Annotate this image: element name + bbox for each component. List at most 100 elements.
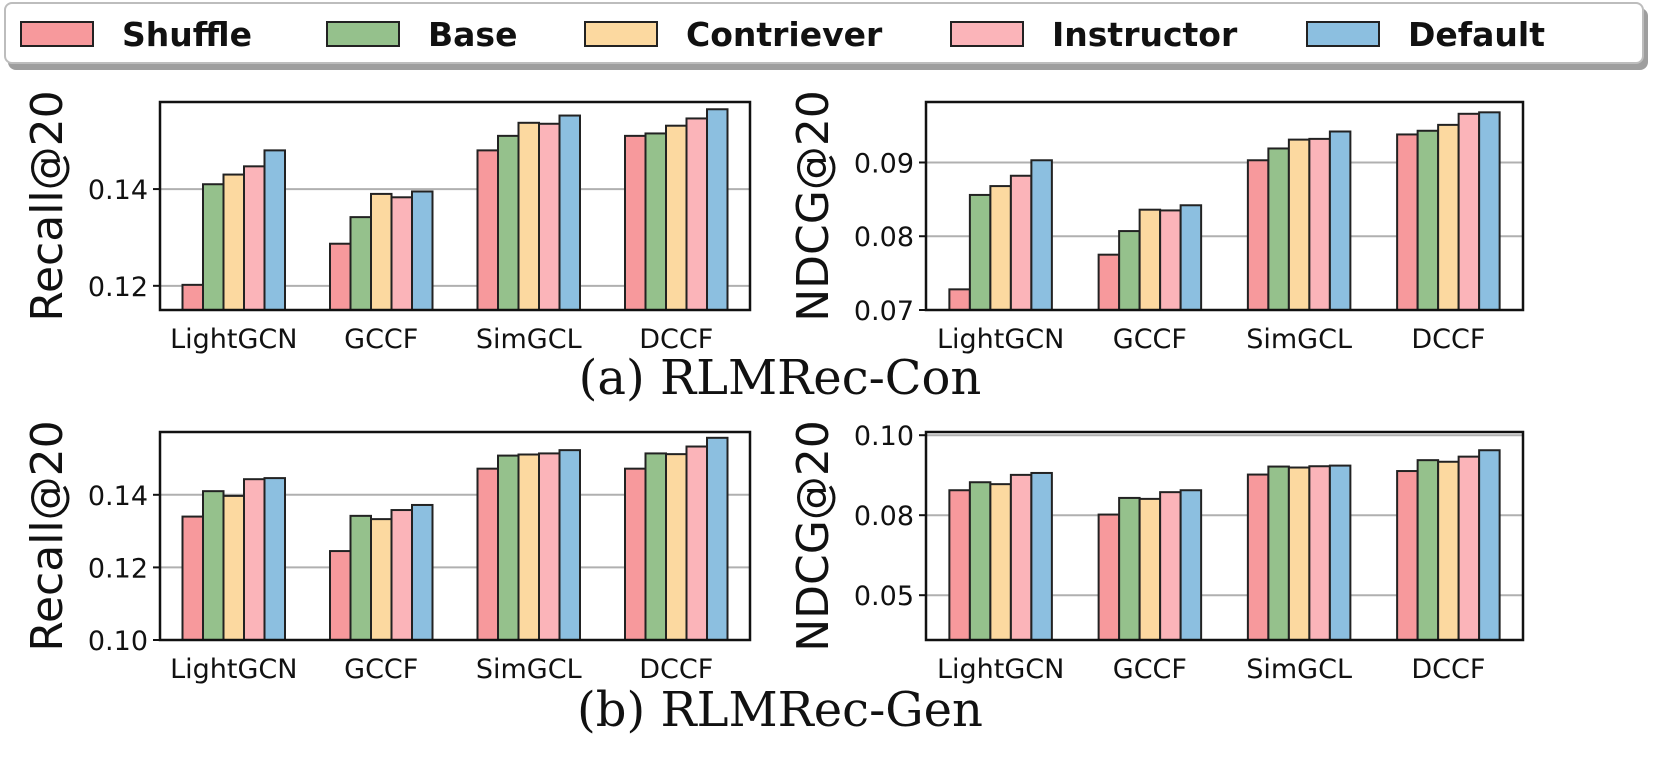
legend-swatch	[1306, 21, 1380, 47]
legend-item-instructor: Instructor	[950, 15, 1237, 54]
legend-item-base: Base	[326, 15, 517, 54]
bar-default-simgcl	[558, 449, 581, 641]
legend-item-default: Default	[1306, 15, 1545, 54]
bar-instructor-gccf	[1159, 209, 1182, 312]
y-tick-label: 0.08	[854, 222, 914, 253]
bar-instructor-dccf	[1457, 112, 1481, 311]
bar-instructor-lightgcn	[243, 478, 266, 641]
bar-contriever-simgcl	[1287, 466, 1311, 641]
bar-base-dccf	[1416, 459, 1440, 641]
legend-label: Base	[428, 14, 518, 54]
bar-default-gccf	[411, 190, 434, 311]
bar-base-lightgcn	[202, 490, 225, 641]
bar-shuffle-gccf	[1097, 253, 1121, 311]
bar-instructor-dccf	[685, 445, 708, 642]
plot-frame	[158, 430, 752, 642]
bar-base-gccf	[349, 216, 372, 311]
bar-base-simgcl	[1267, 147, 1290, 312]
y-tick-label: 0.07	[854, 296, 914, 327]
x-tick-label: SimGCL	[476, 324, 582, 355]
bar-contriever-gccf	[1138, 208, 1162, 311]
bar-contriever-gccf	[370, 192, 393, 311]
y-axis-label: NDCG@20	[790, 420, 839, 652]
bar-shuffle-simgcl	[476, 467, 499, 641]
bar-instructor-simgcl	[1308, 465, 1331, 641]
bar-default-dccf	[706, 108, 729, 311]
bar-default-dccf	[706, 436, 729, 641]
x-tick-label: GCCF	[344, 654, 418, 685]
legend-item-contriever: Contriever	[584, 15, 882, 54]
bar-base-dccf	[644, 132, 667, 311]
bar-contriever-lightgcn	[222, 173, 245, 311]
bar-contriever-dccf	[1437, 123, 1460, 311]
x-tick-label: GCCF	[1113, 654, 1187, 685]
plot-frame	[924, 100, 1525, 312]
x-tick-label: LightGCN	[170, 324, 297, 355]
bar-base-simgcl	[497, 454, 520, 642]
x-tick-label: SimGCL	[476, 654, 582, 685]
x-tick-label: DCCF	[1411, 324, 1485, 355]
y-tick-label: 0.10	[854, 421, 914, 452]
bar-shuffle-dccf	[624, 467, 647, 641]
legend-swatch	[584, 21, 658, 47]
legend-item-shuffle: Shuffle	[20, 15, 252, 54]
bar-instructor-dccf	[685, 117, 708, 311]
x-tick-label: GCCF	[1113, 324, 1187, 355]
bar-instructor-simgcl	[1308, 137, 1331, 311]
legend-swatch	[326, 21, 400, 47]
bar-default-simgcl	[1328, 130, 1352, 312]
y-tick-label: 0.05	[854, 581, 914, 612]
bar-shuffle-dccf	[1396, 133, 1419, 311]
x-tick-label: DCCF	[639, 654, 713, 685]
plot-frame	[158, 100, 752, 312]
legend-swatch	[20, 21, 94, 47]
y-tick-label: 0.09	[854, 148, 914, 179]
x-tick-label: SimGCL	[1246, 324, 1352, 355]
bar-shuffle-lightgcn	[181, 283, 204, 311]
bar-instructor-lightgcn	[1009, 473, 1033, 641]
bar-contriever-simgcl	[517, 453, 540, 642]
bar-default-gccf	[411, 503, 434, 641]
bar-base-gccf	[1118, 230, 1141, 312]
x-tick-label: SimGCL	[1246, 654, 1352, 685]
bar-shuffle-lightgcn	[948, 288, 971, 312]
x-tick-label: LightGCN	[170, 654, 297, 685]
x-tick-label: DCCF	[1411, 654, 1485, 685]
plot-frame	[924, 430, 1525, 642]
bar-base-lightgcn	[968, 481, 992, 641]
bar-instructor-lightgcn	[1009, 174, 1033, 311]
x-tick-label: DCCF	[639, 324, 713, 355]
bar-instructor-lightgcn	[243, 165, 266, 311]
bar-contriever-lightgcn	[222, 494, 245, 641]
bar-default-lightgcn	[263, 477, 286, 641]
bar-instructor-simgcl	[538, 452, 561, 642]
bar-instructor-gccf	[390, 196, 413, 311]
bar-instructor-gccf	[1159, 491, 1182, 641]
bar-default-lightgcn	[1030, 159, 1053, 311]
bar-base-simgcl	[1267, 465, 1290, 642]
chart-recall-gen: LightGCN GCCF SimGCL DCCF 0.10 0.12 0.14 Recall…	[22, 420, 752, 685]
bar-contriever-lightgcn	[989, 185, 1012, 311]
bar-instructor-dccf	[1457, 455, 1481, 641]
bar-default-simgcl	[1328, 464, 1352, 641]
y-axis-label: Recall@20	[22, 90, 73, 321]
x-tick-label: LightGCN	[937, 654, 1064, 685]
bar-shuffle-simgcl	[476, 149, 499, 312]
bar-contriever-simgcl	[1287, 138, 1311, 311]
chart-ndcg-gen: LightGCN GCCF SimGCL DCCF 0.05 0.08 0.10 NDCG@2…	[790, 420, 1525, 685]
bar-default-lightgcn	[1030, 471, 1053, 641]
bar-contriever-simgcl	[517, 121, 540, 311]
y-axis-label: NDCG@20	[790, 90, 839, 322]
bar-contriever-gccf	[370, 518, 393, 641]
bar-default-dccf	[1478, 449, 1501, 641]
bar-base-lightgcn	[202, 183, 225, 311]
chart-ndcg-con: LightGCN GCCF SimGCL DCCF 0.07 0.08 0.09 NDCG@2…	[790, 90, 1525, 355]
bar-shuffle-gccf	[1097, 513, 1121, 641]
y-tick-label: 0.10	[88, 626, 148, 657]
bar-default-simgcl	[558, 114, 581, 311]
legend-label: Default	[1408, 14, 1545, 54]
bar-base-lightgcn	[968, 193, 992, 311]
x-tick-label: LightGCN	[937, 324, 1064, 355]
bar-contriever-dccf	[665, 124, 688, 311]
bar-contriever-lightgcn	[989, 483, 1012, 641]
